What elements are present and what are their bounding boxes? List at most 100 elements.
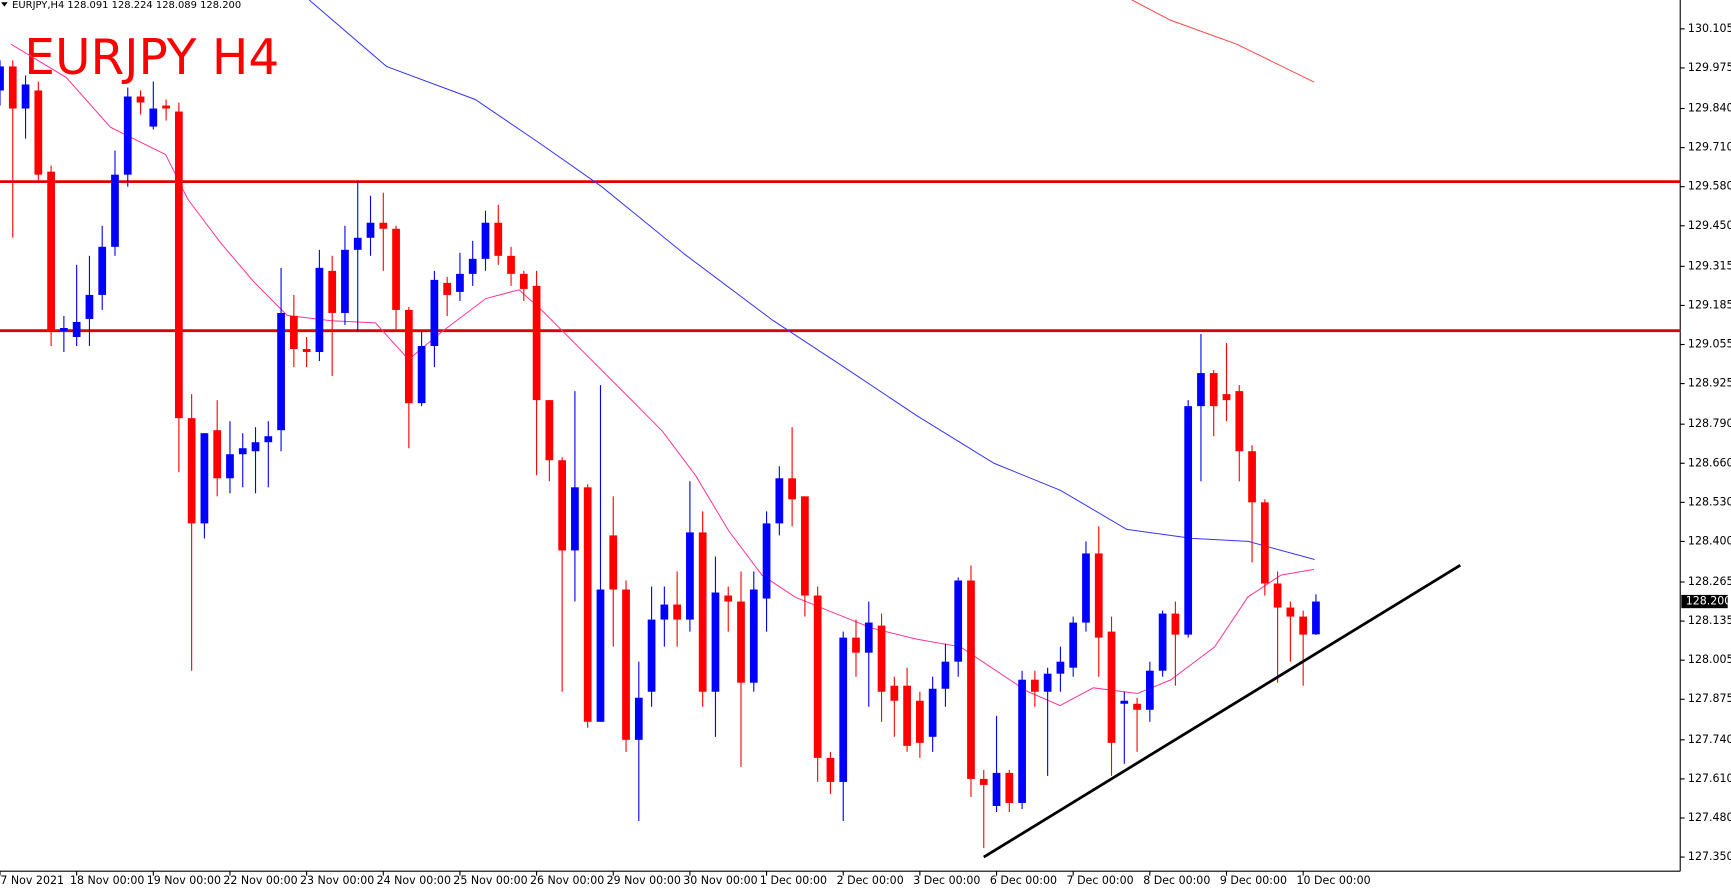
candle-body [1222, 394, 1231, 401]
candle-body [596, 589, 605, 722]
x-tick-label: 18 Nov 00:00 [70, 874, 144, 887]
x-tick-label: 10 Dec 00:00 [1297, 874, 1371, 887]
candle-body [519, 273, 528, 289]
y-tick-label: 128.790 [1688, 417, 1731, 430]
candle-body [954, 580, 963, 662]
candle-body [60, 327, 68, 331]
y-tick-label: 129.450 [1688, 219, 1731, 232]
trend-line [983, 563, 1462, 859]
candle-body [775, 478, 784, 524]
x-tick-label: 1 Dec 00:00 [760, 874, 827, 887]
candle-body [1184, 406, 1193, 635]
y-tick-label: 128.400 [1688, 534, 1731, 547]
candle-body [1030, 679, 1039, 692]
x-tick-label: 29 Nov 00:00 [607, 874, 681, 887]
candle-body [1120, 700, 1129, 704]
y-tick-label: 129.580 [1688, 180, 1731, 193]
candle-body [341, 249, 349, 313]
candle-body [698, 532, 707, 692]
chart-title: EURJPY H4 [24, 30, 279, 86]
x-tick-label: 22 Nov 00:00 [223, 874, 297, 887]
candle-body [1273, 583, 1282, 608]
candle-body [123, 96, 132, 175]
candle-body [379, 222, 388, 229]
candle-body [1133, 703, 1141, 710]
candle-body [1248, 451, 1256, 503]
candle-body [302, 349, 311, 353]
candle-body [839, 637, 848, 782]
x-tick-label: 8 Dec 00:00 [1143, 874, 1210, 887]
y-tick-label: 127.480 [1688, 811, 1731, 824]
candle-body [366, 222, 375, 238]
candle-body [1107, 631, 1116, 743]
candle-body [1171, 613, 1180, 635]
x-tick-label: 25 Nov 00:00 [453, 874, 527, 887]
candle-body [1145, 670, 1154, 710]
candle-body [353, 237, 362, 250]
candle-body [111, 174, 119, 247]
candle-body [622, 589, 630, 740]
candle-body [1158, 613, 1167, 671]
x-tick-label: 19 Nov 00:00 [147, 874, 221, 887]
candle-body [1312, 601, 1320, 635]
candle-body [328, 270, 337, 313]
candle-body [916, 700, 924, 743]
candle-body [992, 772, 1001, 806]
x-tick-label: 7 Dec 00:00 [1067, 874, 1134, 887]
candle-body [481, 222, 490, 259]
candle-body [967, 580, 975, 779]
candle-body [634, 697, 643, 740]
last-price-box [1681, 594, 1728, 609]
candle-body [801, 496, 809, 596]
candle-body [903, 685, 911, 746]
candle-body [852, 637, 860, 653]
x-tick-label: 24 Nov 00:00 [377, 874, 451, 887]
x-tick-label: 30 Nov 00:00 [683, 874, 757, 887]
y-tick-label: 127.740 [1688, 733, 1731, 746]
candle-body [226, 454, 234, 479]
candle-body [21, 84, 30, 109]
y-tick-label: 129.710 [1688, 141, 1731, 154]
candle-body [507, 255, 515, 274]
candle-body [532, 285, 541, 401]
indicator-line [1131, 0, 1315, 83]
candle-body [1094, 553, 1103, 638]
candle-body [737, 601, 745, 683]
candle-body [494, 222, 503, 256]
candle-body [686, 532, 694, 620]
candle-body [98, 246, 107, 295]
x-tick-label: 17 Nov 2021 [0, 874, 64, 887]
candle-body [392, 228, 400, 310]
y-tick-label: 129.840 [1688, 102, 1731, 115]
candle-body [1005, 772, 1014, 803]
y-tick-label: 128.660 [1688, 456, 1731, 469]
y-tick-label: 127.875 [1688, 692, 1731, 705]
y-tick-label: 128.925 [1688, 377, 1731, 390]
x-tick-label: 2 Dec 00:00 [837, 874, 904, 887]
candle-body [404, 309, 413, 404]
candle-body [788, 478, 796, 500]
x-tick-label: 9 Dec 00:00 [1220, 874, 1287, 887]
candle-body [1286, 607, 1295, 617]
last-price-label: 128.200 [1686, 595, 1731, 608]
candle-body [1069, 622, 1078, 668]
candle-body [315, 267, 324, 353]
candle-body [1018, 679, 1026, 803]
candle-body [175, 111, 183, 419]
y-tick-label: 129.055 [1688, 338, 1731, 351]
indicator-line [10, 43, 1315, 707]
candle-body [8, 66, 17, 109]
x-tick-label: 3 Dec 00:00 [913, 874, 980, 887]
y-tick-label: 129.185 [1688, 298, 1731, 311]
candle-body [136, 96, 145, 103]
candle-body [571, 487, 579, 551]
menu-arrow[interactable] [1, 2, 8, 7]
candle-body [660, 604, 669, 620]
candle-body [1209, 373, 1218, 407]
y-tick-label: 128.135 [1688, 614, 1731, 627]
candle-body [162, 105, 170, 109]
candle-body [979, 778, 988, 785]
candle-body [200, 433, 209, 524]
candle-body [0, 66, 4, 91]
